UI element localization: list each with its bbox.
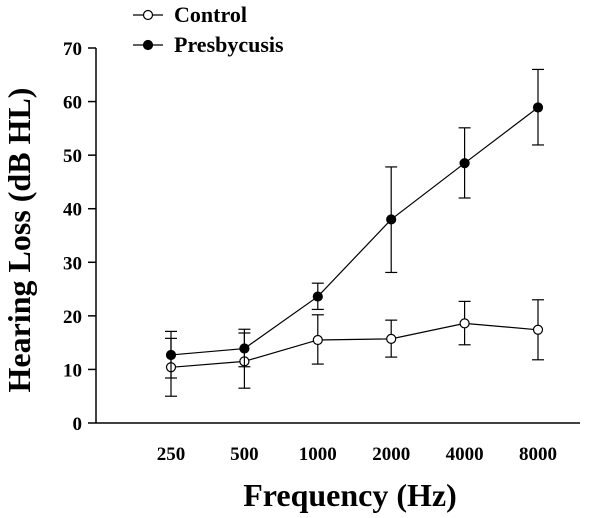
legend-marker-control — [142, 9, 154, 21]
data-point-presbycusis — [459, 158, 470, 169]
y-tick-label: 60 — [63, 93, 82, 114]
y-tick-label: 30 — [63, 253, 82, 274]
x-tick-label: 1000 — [299, 444, 337, 465]
series-layer — [165, 68, 544, 397]
x-tick-label: 250 — [157, 444, 186, 465]
x-tick-label: 8000 — [519, 444, 557, 465]
legend-label-control: Control — [174, 2, 247, 27]
y-axis-title: Hearing Loss (dB HL) — [1, 88, 37, 393]
data-point-control — [312, 334, 323, 346]
data-point-presbycusis — [165, 349, 177, 361]
y-tick-label: 40 — [63, 200, 82, 221]
y-tick-label: 0 — [73, 414, 83, 435]
data-point-control — [386, 333, 397, 344]
data-point-presbycusis — [312, 291, 323, 302]
series-line-control — [170, 322, 539, 368]
x-tick-label: 500 — [230, 444, 259, 465]
y-tick-label: 10 — [63, 360, 82, 381]
legend-label-presbycusis: Presbycusis — [174, 32, 284, 57]
legend: Control Presbycusis — [133, 2, 284, 57]
data-point-control — [532, 324, 544, 335]
x-tick-label: 2000 — [372, 444, 410, 465]
data-point-presbycusis — [386, 214, 397, 225]
data-point-presbycusis — [532, 102, 544, 113]
series-line-presbycusis — [170, 106, 539, 356]
data-point-presbycusis — [239, 343, 250, 354]
y-tick-label: 70 — [63, 39, 82, 60]
y-tick-label: 50 — [63, 146, 82, 167]
data-point-control — [459, 318, 470, 329]
x-tick-label: 4000 — [446, 444, 484, 465]
legend-marker-presbycusis — [142, 39, 154, 51]
y-tick-label: 20 — [63, 307, 82, 328]
x-axis-title: Frequency (Hz) — [243, 477, 457, 513]
axes: 0 10 20 30 40 50 60 70 250 500 1000 2000 4000 8000 — [63, 39, 580, 465]
